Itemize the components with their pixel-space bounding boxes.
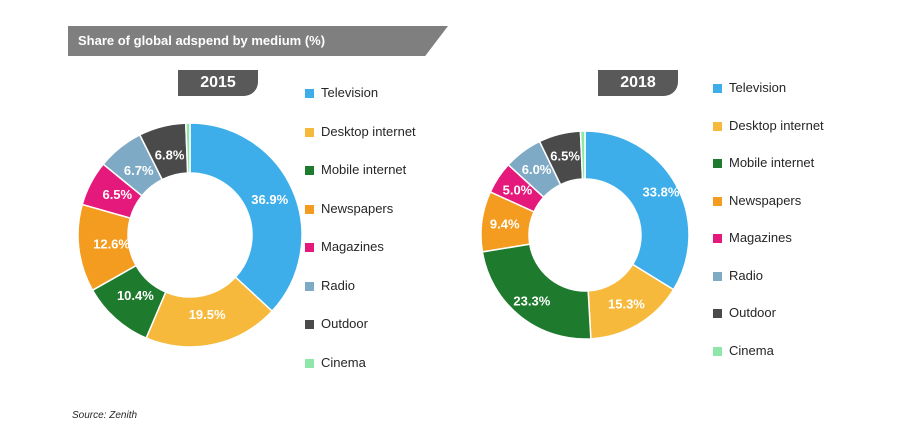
legend-label: Radio bbox=[729, 267, 763, 283]
legend-label: Outdoor bbox=[729, 305, 776, 320]
slice-cinema bbox=[185, 122, 191, 174]
legend-swatch bbox=[305, 127, 314, 137]
data-label-television: 33.8% bbox=[643, 185, 680, 200]
legend-label: Television bbox=[729, 80, 787, 95]
slice-television bbox=[584, 130, 690, 291]
slice-mobile-internet bbox=[481, 243, 592, 340]
data-label-outdoor: 6.8% bbox=[155, 148, 185, 163]
legend-label: Desktop internet bbox=[321, 123, 416, 139]
data-label-desktop-internet: 19.5% bbox=[189, 307, 226, 322]
legend-label: Radio bbox=[321, 277, 355, 293]
legend-swatch bbox=[305, 89, 314, 98]
year-label: 2015 bbox=[200, 74, 236, 91]
data-label-magazines: 5.0% bbox=[503, 182, 533, 197]
legend-label: Cinema bbox=[729, 342, 774, 358]
legend-label: Desktop internet bbox=[729, 117, 824, 133]
legend-swatch bbox=[305, 320, 314, 329]
data-label-magazines: 6.5% bbox=[102, 187, 132, 202]
legend-label: Magazines bbox=[321, 239, 384, 254]
legend-swatch bbox=[305, 358, 314, 368]
data-label-radio: 6.0% bbox=[522, 162, 552, 177]
legend-label: Magazines bbox=[729, 230, 792, 245]
data-label-mobile-internet: 10.4% bbox=[117, 288, 154, 303]
donut-chart-2018: 33.8%15.3%23.3%9.4%5.0%6.0%6.5%0.7% bbox=[480, 130, 690, 340]
donut-chart-2015: 36.9%19.5%10.4%12.6%6.5%6.7%6.8%0.6% bbox=[77, 122, 303, 348]
legend-swatch bbox=[305, 243, 314, 252]
data-label-newspapers: 9.4% bbox=[490, 216, 520, 231]
legend-swatch bbox=[305, 166, 314, 175]
chart-title: Share of global adspend by medium (%) bbox=[78, 33, 326, 48]
slice-television bbox=[189, 122, 303, 313]
year-tab-2018: 2018 bbox=[598, 70, 678, 96]
legend-label: Mobile internet bbox=[321, 162, 407, 177]
legend-label: Mobile internet bbox=[729, 155, 815, 170]
legend-swatch bbox=[713, 234, 722, 243]
legend-label: Television bbox=[321, 85, 379, 100]
legend-label: Newspapers bbox=[729, 192, 802, 208]
legend-swatch bbox=[305, 204, 314, 214]
legend-2018: Television Desktop internet Mobile interne… bbox=[713, 80, 873, 380]
data-label-outdoor: 6.5% bbox=[550, 148, 580, 163]
legend-2015: Television Desktop internet Mobile interne… bbox=[305, 85, 455, 385]
data-label-desktop-internet: 15.3% bbox=[608, 297, 645, 312]
legend-swatch bbox=[713, 346, 722, 356]
legend-label: Outdoor bbox=[321, 316, 368, 331]
data-label-newspapers: 12.6% bbox=[93, 236, 130, 251]
data-label-television: 36.9% bbox=[251, 192, 288, 207]
slice-cinema bbox=[579, 130, 586, 180]
legend-swatch bbox=[713, 309, 722, 318]
legend-swatch bbox=[713, 84, 722, 93]
source-note: Source: Zenith bbox=[72, 410, 138, 421]
data-label-mobile-internet: 23.3% bbox=[513, 293, 550, 308]
legend-swatch bbox=[305, 281, 314, 291]
chart-title-banner: Share of global adspend by medium (%) bbox=[68, 26, 448, 56]
year-label: 2018 bbox=[620, 74, 656, 91]
legend-swatch bbox=[713, 121, 722, 131]
year-tab-2015: 2015 bbox=[178, 70, 258, 96]
data-label-radio: 6.7% bbox=[124, 163, 154, 178]
legend-swatch bbox=[713, 159, 722, 168]
legend-label: Newspapers bbox=[321, 200, 394, 216]
legend-swatch bbox=[713, 271, 722, 281]
legend-swatch bbox=[713, 196, 722, 206]
legend-label: Cinema bbox=[321, 354, 366, 370]
